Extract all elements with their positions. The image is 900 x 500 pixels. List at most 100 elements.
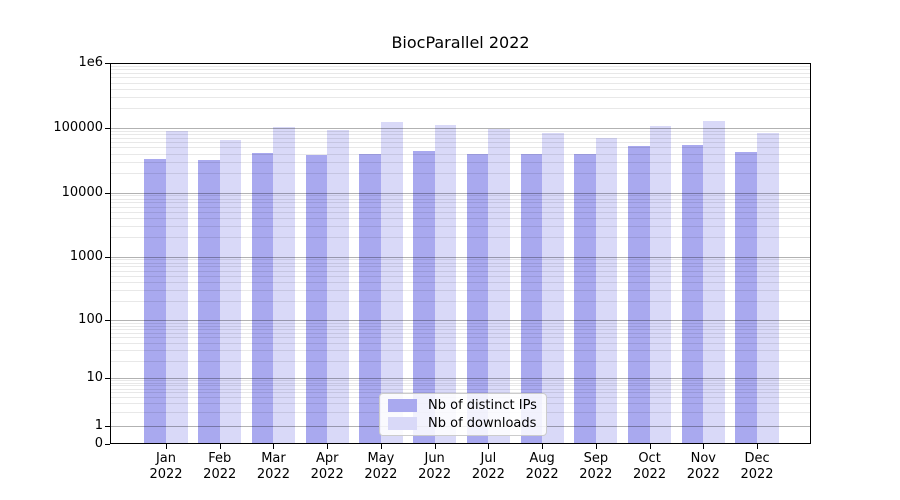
gridline-minor <box>110 323 811 324</box>
gridline-minor <box>110 343 811 344</box>
gridline-minor <box>110 383 811 384</box>
x-tick <box>542 444 543 449</box>
gridline-minor <box>110 385 811 386</box>
bar-downloads-11 <box>757 132 779 444</box>
bar-distinct-ips-4 <box>359 154 381 444</box>
x-tick-label-sep: Sep 2022 <box>568 451 624 483</box>
gridline-minor <box>110 276 811 277</box>
x-tick-label-line: 2022 <box>633 467 667 482</box>
bar-distinct-ips-5 <box>413 150 435 444</box>
legend-item-distinct-ips: Nb of distinct IPs <box>386 398 540 413</box>
y-tick <box>105 128 110 129</box>
bar-distinct-ips-7 <box>520 154 543 444</box>
x-tick-label-line: Feb <box>208 451 232 466</box>
bar-downloads-3 <box>327 129 349 444</box>
x-tick-label-mar: Mar 2022 <box>245 451 301 483</box>
bar-distinct-ips-8 <box>574 154 596 444</box>
gridline-minor <box>110 266 811 267</box>
y-tick <box>105 193 110 194</box>
x-tick-label-oct: Oct 2022 <box>622 451 678 483</box>
bar-downloads-2 <box>273 126 296 444</box>
y-tick <box>105 378 110 379</box>
x-tick <box>703 444 704 449</box>
y-tick-label: 10 <box>86 370 103 385</box>
bar-downloads-4 <box>380 122 403 444</box>
y-tick <box>105 426 110 427</box>
x-tick-label-line: Dec <box>744 451 770 466</box>
x-tick-label-line: Aug <box>529 451 555 466</box>
bar-distinct-ips-11 <box>735 151 758 444</box>
gridline-minor <box>110 173 811 174</box>
gridline-minor <box>110 69 811 70</box>
gridline-major <box>110 193 811 194</box>
gridline-minor <box>110 226 811 227</box>
x-tick-label-line: Nov <box>690 451 716 466</box>
legend-item-downloads: Nb of downloads <box>386 416 540 431</box>
bar-distinct-ips-6 <box>466 154 489 444</box>
bar-downloads-0 <box>166 130 188 444</box>
bar-distinct-ips-10 <box>681 145 704 444</box>
legend-swatch-distinct-ips <box>388 399 417 413</box>
gridline-major <box>110 128 811 129</box>
gridline-minor <box>110 131 811 132</box>
x-tick-label-nov: Nov 2022 <box>675 451 731 483</box>
gridline-minor <box>110 138 811 139</box>
gridline-minor <box>110 329 811 330</box>
y-tick-label: 1e6 <box>78 55 103 70</box>
x-tick-label-line: 2022 <box>149 467 183 482</box>
x-tick-label-line: 2022 <box>471 467 505 482</box>
x-tick-label-line: Oct <box>638 451 661 466</box>
gridline-major <box>110 378 811 379</box>
x-tick <box>166 444 167 449</box>
bar-distinct-ips-3 <box>305 155 328 444</box>
x-tick <box>273 444 274 449</box>
x-tick-label-apr: Apr 2022 <box>299 451 355 483</box>
x-tick-label-line: Sep <box>583 451 609 466</box>
x-tick <box>757 444 758 449</box>
gridline-minor <box>110 301 811 302</box>
x-tick-label-line: 2022 <box>740 467 774 482</box>
bar-downloads-5 <box>434 125 457 444</box>
x-tick-label-aug: Aug 2022 <box>514 451 570 483</box>
x-tick-label-may: May 2022 <box>353 451 409 483</box>
legend: Nb of distinct IPs Nb of downloads <box>379 393 547 436</box>
gridline-minor <box>110 83 811 84</box>
gridline-minor <box>110 282 811 283</box>
gridline-minor <box>110 142 811 143</box>
x-tick-label-jun: Jun 2022 <box>407 451 463 483</box>
x-tick-label-line: 2022 <box>686 467 720 482</box>
gridline-minor <box>110 207 811 208</box>
bar-distinct-ips-9 <box>627 146 650 444</box>
x-tick-label-line: May <box>367 451 395 466</box>
x-tick-label-line: 2022 <box>203 467 237 482</box>
y-tick-label: 0 <box>94 436 103 451</box>
y-tick-label: 100 <box>78 312 103 327</box>
gridline-minor <box>110 333 811 334</box>
gridline-minor <box>110 162 811 163</box>
x-tick-label-jan: Jan 2022 <box>138 451 194 483</box>
bar-downloads-7 <box>542 132 564 444</box>
gridline-minor <box>110 290 811 291</box>
gridline-minor <box>110 237 811 238</box>
y-tick <box>105 257 110 258</box>
x-tick-label-line: Jul <box>480 451 497 466</box>
legend-swatch-downloads <box>388 416 417 430</box>
bar-downloads-1 <box>219 140 242 444</box>
x-tick-label-line: 2022 <box>525 467 559 482</box>
gridline-major <box>110 320 811 321</box>
x-tick-label-line: 2022 <box>256 467 290 482</box>
x-tick-label-line: 2022 <box>364 467 398 482</box>
bar-downloads-6 <box>488 129 510 444</box>
gridline-minor <box>110 108 811 109</box>
x-tick-label-line: Jun <box>424 451 445 466</box>
gridline-minor <box>110 134 811 135</box>
x-tick <box>327 444 328 449</box>
bar-downloads-9 <box>649 125 672 444</box>
x-tick-label-line: 2022 <box>310 467 344 482</box>
bar-distinct-ips-0 <box>144 159 166 444</box>
x-tick <box>220 444 221 449</box>
gridline-minor <box>110 147 811 148</box>
y-tick-label: 1000 <box>69 248 103 264</box>
gridline-minor <box>110 89 811 90</box>
